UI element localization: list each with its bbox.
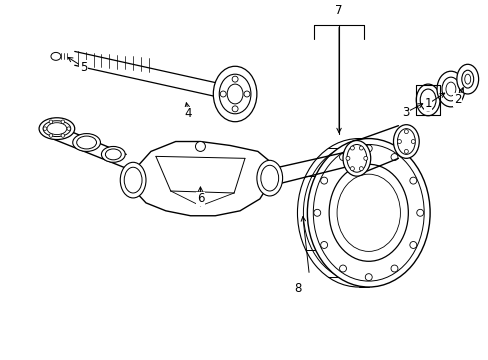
Ellipse shape [77, 136, 96, 149]
Ellipse shape [120, 162, 146, 198]
Ellipse shape [328, 164, 407, 261]
Ellipse shape [319, 164, 398, 261]
Circle shape [43, 127, 47, 130]
Ellipse shape [43, 121, 71, 136]
Ellipse shape [124, 167, 142, 193]
Ellipse shape [302, 134, 434, 292]
Circle shape [346, 156, 349, 160]
Circle shape [350, 167, 354, 171]
Ellipse shape [303, 144, 413, 281]
Ellipse shape [436, 71, 464, 107]
Ellipse shape [441, 77, 459, 101]
Ellipse shape [456, 64, 478, 94]
Ellipse shape [336, 174, 400, 251]
Ellipse shape [419, 89, 435, 111]
Circle shape [390, 154, 397, 161]
Ellipse shape [213, 66, 256, 122]
Ellipse shape [313, 144, 423, 281]
Text: 6: 6 [196, 193, 204, 206]
Circle shape [409, 242, 416, 248]
Circle shape [244, 91, 249, 97]
Circle shape [339, 265, 346, 272]
Circle shape [365, 145, 371, 152]
Circle shape [359, 146, 363, 150]
Ellipse shape [342, 140, 370, 176]
Ellipse shape [461, 70, 473, 88]
Ellipse shape [256, 160, 282, 196]
Ellipse shape [307, 139, 429, 287]
Ellipse shape [445, 82, 455, 96]
Ellipse shape [47, 123, 67, 135]
Text: 7: 7 [335, 4, 342, 17]
Circle shape [390, 265, 397, 272]
Ellipse shape [73, 134, 100, 152]
Circle shape [313, 209, 320, 216]
Ellipse shape [227, 84, 243, 104]
Ellipse shape [464, 74, 470, 84]
Circle shape [232, 76, 238, 82]
Circle shape [416, 209, 423, 216]
Circle shape [409, 177, 416, 184]
Circle shape [350, 146, 354, 150]
Ellipse shape [326, 174, 390, 251]
Circle shape [339, 154, 346, 161]
Ellipse shape [260, 165, 278, 191]
Text: 3: 3 [401, 106, 408, 119]
Circle shape [61, 134, 64, 137]
Ellipse shape [105, 149, 121, 160]
Text: 4: 4 [184, 107, 192, 120]
Ellipse shape [39, 118, 75, 140]
Text: 8: 8 [293, 282, 301, 294]
Ellipse shape [346, 144, 366, 172]
Circle shape [49, 120, 53, 123]
Polygon shape [133, 141, 269, 216]
Ellipse shape [397, 129, 414, 154]
Circle shape [359, 167, 363, 171]
Text: 2: 2 [453, 94, 461, 107]
Circle shape [404, 149, 407, 153]
Circle shape [195, 141, 205, 152]
Circle shape [61, 120, 64, 123]
Ellipse shape [51, 53, 61, 60]
Ellipse shape [393, 125, 418, 158]
Circle shape [320, 242, 327, 248]
Circle shape [404, 130, 407, 134]
Circle shape [365, 274, 371, 280]
Circle shape [397, 140, 401, 144]
Circle shape [410, 140, 414, 144]
Circle shape [363, 156, 367, 160]
Ellipse shape [219, 74, 250, 114]
Ellipse shape [415, 84, 439, 116]
Circle shape [232, 106, 238, 112]
Circle shape [220, 91, 226, 97]
Ellipse shape [101, 147, 125, 162]
Circle shape [49, 134, 53, 137]
Circle shape [320, 177, 327, 184]
Text: 1: 1 [424, 98, 431, 111]
Text: 5: 5 [80, 61, 87, 74]
Circle shape [67, 127, 70, 130]
Ellipse shape [297, 139, 419, 287]
